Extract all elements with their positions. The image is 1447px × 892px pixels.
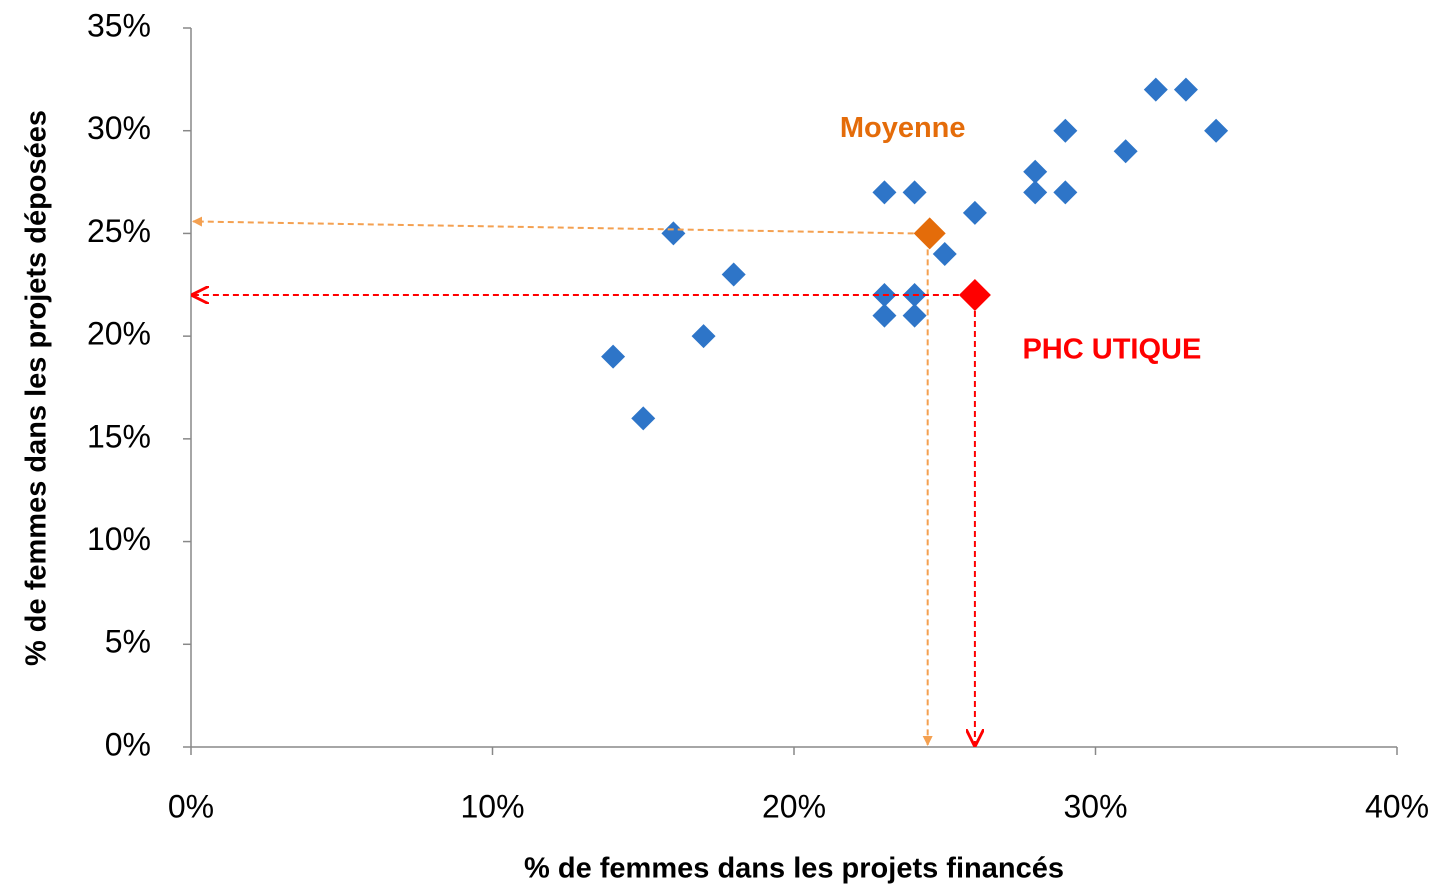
x-tick-label: 30% — [1063, 788, 1127, 824]
y-tick-label: 20% — [87, 316, 151, 352]
point — [1053, 118, 1078, 143]
y-tick-label: 15% — [87, 418, 151, 454]
point — [1053, 180, 1078, 205]
y-tick-label: 35% — [87, 7, 151, 43]
point — [1204, 118, 1229, 143]
arrow-to-y-axis — [192, 216, 914, 235]
y-tick-label: 0% — [105, 726, 151, 762]
y-tick-label: 5% — [105, 624, 151, 660]
point — [872, 303, 897, 328]
point — [1143, 77, 1168, 102]
point — [932, 241, 957, 266]
y-tick-label: 25% — [87, 213, 151, 249]
y-axis-title: % de femmes dans les projets déposées — [21, 110, 53, 666]
point — [631, 406, 656, 431]
point — [913, 217, 946, 250]
point — [958, 279, 991, 312]
point — [1173, 77, 1198, 102]
point — [1113, 139, 1138, 164]
point — [872, 180, 897, 205]
point — [721, 262, 746, 287]
point — [1023, 180, 1048, 205]
point — [1023, 159, 1048, 184]
point — [691, 324, 716, 349]
y-tick-label: 10% — [87, 521, 151, 557]
point — [962, 200, 987, 225]
point-label: PHC UTIQUE — [1022, 334, 1201, 366]
point — [902, 303, 927, 328]
point-label: Moyenne — [840, 112, 966, 144]
point — [661, 221, 686, 246]
x-axis-title: % de femmes dans les projets financés — [524, 853, 1064, 885]
point — [601, 344, 626, 369]
x-tick-label: 40% — [1365, 788, 1429, 824]
x-tick-label: 10% — [460, 788, 524, 824]
x-tick-label: 0% — [168, 788, 214, 824]
point — [902, 180, 927, 205]
x-tick-label: 20% — [762, 788, 826, 824]
y-tick-label: 30% — [87, 110, 151, 146]
